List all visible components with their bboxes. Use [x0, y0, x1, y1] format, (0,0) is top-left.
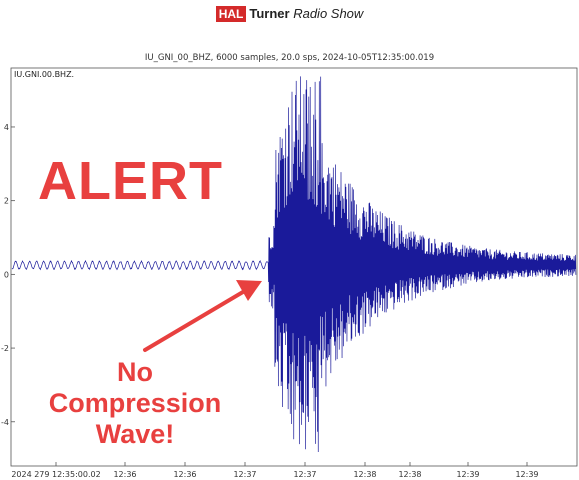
x-tick-label: 12:38: [398, 470, 421, 479]
x-tick-label: 12:36: [173, 470, 196, 479]
brand-turner: Turner: [249, 6, 290, 21]
chart-title: IU_GNI_00_BHZ, 6000 samples, 20.0 sps, 2…: [144, 53, 435, 63]
brand-radio-show: Radio Show: [293, 6, 364, 21]
x-tick-label: 12:39: [456, 470, 479, 479]
x-tick-label: 12:39: [515, 470, 538, 479]
y-tick-label: 0: [4, 270, 9, 279]
x-tick-label: 12:37: [233, 470, 256, 479]
arrow-head: [236, 280, 262, 301]
y-tick-label: 4: [4, 123, 9, 132]
y-tick-label: -4: [1, 418, 9, 427]
arrow: [143, 280, 262, 352]
seismic-trace: [11, 76, 577, 453]
brand-hal: HAL: [215, 6, 247, 22]
channel-label: IU.GNI.00.BHZ.: [14, 70, 74, 79]
note-line-2: Compression: [48, 388, 222, 418]
note-line-1: No: [117, 357, 153, 387]
x-axis: 2024 279 12:35:00.02 12:36 12:36 12:37 12:37…: [11, 462, 539, 479]
arrow-shaft: [143, 287, 250, 352]
x-tick-label: 12:37: [293, 470, 316, 479]
y-axis: 4 2 0 -2 -4: [1, 123, 15, 427]
no-compression-note: No Compression Wave!: [30, 357, 240, 450]
note-line-3: Wave!: [95, 419, 175, 449]
y-tick-label: 2: [4, 197, 9, 206]
x-tick-label: 2024 279 12:35:00.02: [11, 470, 100, 479]
alert-text: ALERT: [38, 151, 223, 211]
plot-frame: [10, 67, 578, 467]
y-tick-label: -2: [1, 344, 9, 353]
brand-header: HAL Turner Radio Show: [0, 6, 579, 22]
x-tick-label: 12:36: [113, 470, 136, 479]
x-tick-label: 12:38: [353, 470, 376, 479]
